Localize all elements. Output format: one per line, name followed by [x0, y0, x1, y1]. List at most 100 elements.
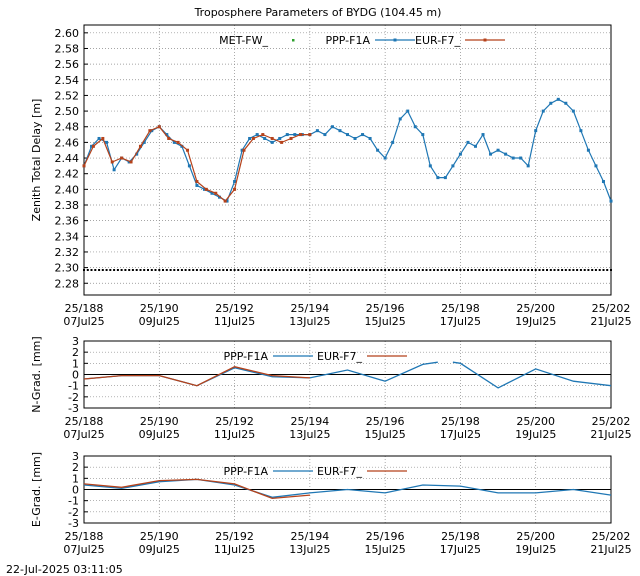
x-tick-label-day: 25/188 — [65, 415, 104, 428]
data-point — [519, 156, 523, 160]
data-point — [323, 133, 327, 137]
x-tick-label-date: 19Jul25 — [515, 315, 556, 328]
x-tick-label-day: 25/188 — [65, 530, 104, 543]
x-tick-label-date: 09Jul25 — [139, 315, 180, 328]
x-tick-label-day: 25/188 — [65, 302, 104, 315]
y-tick-label: 2.38 — [55, 199, 80, 212]
data-point — [504, 152, 508, 156]
y-tick-label: 2.28 — [55, 277, 80, 290]
data-point — [176, 140, 180, 144]
x-tick-label-date: 07Jul25 — [63, 428, 104, 441]
x-tick-label-day: 25/194 — [291, 302, 330, 315]
x-tick-label-day: 25/190 — [140, 415, 179, 428]
data-point — [428, 164, 432, 168]
y-tick-label: 2.52 — [55, 89, 80, 102]
series-line-ppp-f1a — [83, 361, 612, 389]
plot-frame — [83, 455, 612, 524]
y-tick-label: 2.54 — [55, 74, 80, 87]
legend-label: PPP-F1A — [326, 34, 371, 47]
data-point — [135, 152, 139, 156]
y-tick-label: 2.34 — [55, 230, 80, 243]
data-point — [187, 164, 191, 168]
y-tick-label: 3 — [72, 450, 79, 463]
data-point — [172, 140, 176, 144]
data-point — [586, 148, 590, 152]
data-point — [308, 133, 312, 137]
data-point — [233, 180, 237, 184]
data-point — [361, 133, 365, 137]
y-tick-label: 2.44 — [55, 152, 80, 165]
x-tick-label-day: 25/200 — [516, 415, 555, 428]
data-point — [353, 136, 357, 140]
plot-frame — [83, 340, 612, 409]
data-point — [451, 164, 455, 168]
data-point — [157, 125, 161, 129]
data-point — [223, 199, 227, 203]
x-tick-label-date: 09Jul25 — [139, 428, 180, 441]
x-tick-label-day: 25/200 — [516, 302, 555, 315]
data-point — [204, 187, 208, 191]
x-tick-label-date: 13Jul25 — [289, 315, 330, 328]
data-point — [210, 191, 214, 195]
x-tick-label-date: 13Jul25 — [289, 543, 330, 556]
data-point — [473, 144, 477, 148]
x-tick-label-day: 25/196 — [366, 530, 405, 543]
data-point — [261, 133, 265, 137]
x-tick-label-date: 15Jul25 — [365, 428, 406, 441]
data-point — [280, 140, 284, 144]
data-point — [91, 144, 95, 148]
y-tick-label: -2 — [68, 391, 79, 404]
data-point — [278, 136, 282, 140]
x-tick-label-day: 25/200 — [516, 530, 555, 543]
data-point — [481, 133, 485, 137]
data-point — [298, 133, 302, 137]
data-point — [293, 133, 297, 137]
data-point — [346, 133, 349, 137]
x-tick-label-date: 09Jul25 — [139, 543, 180, 556]
data-point — [82, 164, 86, 168]
data-point — [248, 136, 252, 140]
x-tick-label-day: 25/192 — [215, 530, 254, 543]
x-tick-label-date: 17Jul25 — [440, 315, 481, 328]
data-point — [496, 148, 500, 152]
data-point — [112, 168, 116, 172]
data-point — [443, 176, 447, 180]
x-tick-label-date: 17Jul25 — [440, 428, 481, 441]
x-tick-label-day: 25/202 — [592, 530, 631, 543]
x-tick-label-day: 25/192 — [215, 302, 254, 315]
data-point — [225, 199, 229, 203]
data-point — [489, 152, 493, 156]
x-tick-label-date: 07Jul25 — [63, 543, 104, 556]
chart-title: Troposphere Parameters of BYDG (104.45 m… — [194, 6, 442, 19]
data-point — [406, 109, 410, 113]
data-point — [101, 136, 105, 140]
series-line-eur-f7- — [83, 366, 310, 387]
data-point — [90, 144, 94, 148]
data-point — [218, 195, 222, 199]
data-point — [120, 156, 124, 160]
data-point — [549, 101, 553, 105]
data-point — [165, 133, 169, 137]
data-point — [167, 136, 171, 140]
data-point — [251, 136, 255, 140]
x-tick-label-day: 25/198 — [441, 530, 480, 543]
y-tick-label: -1 — [68, 380, 79, 393]
data-point — [541, 109, 545, 113]
data-point — [240, 148, 244, 152]
y-axis-label: E-Grad. [mm] — [30, 452, 43, 527]
y-tick-label: 2.30 — [55, 262, 80, 275]
legend-label: PPP-F1A — [224, 465, 269, 478]
legend-label: EUR-F7_ — [415, 34, 460, 47]
x-tick-label-date: 11Jul25 — [214, 315, 255, 328]
y-tick-label: 2.46 — [55, 136, 80, 149]
x-tick-label-date: 11Jul25 — [214, 428, 255, 441]
x-tick-label-date: 21Jul25 — [590, 428, 631, 441]
data-point — [138, 144, 142, 148]
data-point — [285, 133, 289, 137]
y-tick-label: 2.60 — [55, 27, 80, 40]
data-point — [315, 129, 319, 133]
data-point — [579, 129, 583, 133]
